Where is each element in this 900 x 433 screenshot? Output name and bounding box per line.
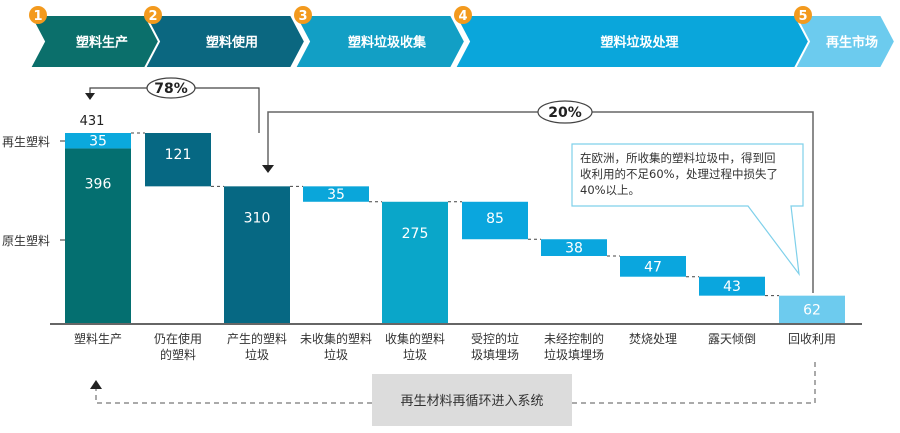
bar-segment	[382, 201, 448, 323]
category-label: 塑料生产	[74, 331, 122, 346]
bar-value-label: 47	[644, 259, 662, 275]
category-label: 垃圾	[403, 347, 427, 362]
stage-number-badge	[144, 6, 162, 24]
stage-4: 4 塑料垃圾处理	[453, 6, 812, 69]
bar-segment	[779, 295, 845, 323]
callout-line-1: 在欧洲，所收集的塑料垃圾中，得到回	[580, 151, 776, 165]
bar-segment	[620, 255, 686, 277]
recycle-loop: 再生材料再循环进入系统	[90, 360, 816, 426]
loop-20-pct: 20%	[548, 105, 582, 121]
stage-5: 5 再生市场	[793, 6, 897, 69]
stage-chevron	[793, 14, 897, 69]
bar-8: 47	[620, 255, 699, 278]
bar-value-label: 85	[486, 211, 504, 227]
bar-segment	[65, 148, 131, 323]
loop-20: 20%	[262, 100, 814, 293]
stage-label: 塑料垃圾收集	[348, 35, 427, 51]
bars: 396 35 121 310 35 275 85 38 47 43 62	[65, 132, 845, 323]
category-labels: 塑料生产 仍在使用的塑料产生的塑料垃圾未收集的塑料垃圾收集的塑料垃圾受控的垃圾填埋…	[74, 331, 836, 362]
category-label: 收集的塑料	[385, 331, 445, 346]
bar-value-label: 38	[565, 241, 583, 257]
stage-number: 2	[148, 9, 157, 24]
arrow-down-icon	[262, 165, 274, 173]
bar-9: 43	[699, 276, 779, 297]
stage-label: 再生市场	[826, 35, 878, 51]
axis-label-recycled: 再生塑料	[2, 134, 50, 149]
total-label: 431	[80, 114, 105, 129]
arrow-down-icon	[85, 93, 95, 100]
bar-10: 62	[779, 295, 845, 323]
stage-chevron	[143, 14, 307, 69]
bar-value-label: 121	[165, 147, 192, 163]
stage-3: 3 塑料垃圾收集	[293, 6, 467, 69]
bar-segment	[145, 133, 211, 187]
bar-7: 38	[541, 239, 620, 257]
process-stages: 1 塑料生产 2 塑料使用 3 塑料垃圾收集 4 塑料垃圾处理 5 再生市场	[28, 6, 897, 69]
category-label: 受控的垃	[471, 331, 519, 346]
category-label: 的塑料	[160, 347, 196, 362]
stage-2: 2 塑料使用	[143, 6, 307, 69]
stage-number: 3	[298, 9, 307, 24]
callout-line-3: 40%以上。	[580, 183, 640, 197]
stage-1: 1 塑料生产	[28, 6, 162, 69]
callout-line-2: 收利用的不足60%，处理过程中损失了	[580, 167, 778, 181]
stage-number: 5	[798, 9, 807, 24]
bar-1: 396 35	[65, 132, 145, 323]
loop-78-pct: 78%	[154, 81, 188, 97]
stage-number-badge	[454, 6, 472, 24]
bar-value-label: 396	[85, 176, 112, 192]
callout-bubble	[571, 143, 804, 277]
stage-number: 1	[33, 9, 42, 24]
bar-3: 310	[224, 185, 303, 323]
category-label: 焚烧处理	[629, 332, 677, 346]
category-label: 垃圾	[245, 347, 269, 362]
bar-2: 121	[145, 133, 224, 187]
recycle-box-label: 再生材料再循环进入系统	[400, 394, 543, 409]
category-label: 回收利用	[788, 332, 836, 346]
stage-number-badge	[294, 6, 312, 24]
stage-label: 塑料使用	[206, 35, 258, 51]
bar-5: 275	[382, 201, 462, 323]
stage-number-badge	[29, 6, 47, 24]
recycle-dashed-left	[95, 388, 372, 404]
stage-chevron	[293, 14, 467, 69]
bar-segment	[224, 186, 290, 323]
bar-6: 85	[462, 201, 541, 240]
stage-label: 塑料垃圾处理	[600, 35, 678, 51]
recycle-dashed-right	[572, 360, 816, 404]
bar-value-label: 275	[402, 226, 429, 242]
category-label: 露天倾倒	[708, 332, 756, 346]
category-label: 未经控制的	[544, 331, 604, 346]
bar-segment	[303, 186, 369, 202]
recycle-box	[372, 374, 572, 426]
category-label: 垃圾填埋场	[544, 347, 604, 362]
loop-78: 78%	[85, 77, 260, 133]
bar-segment	[462, 201, 528, 240]
category-label: 垃圾	[324, 347, 348, 362]
category-label: 仍在使用	[154, 331, 202, 346]
stage-number-badge	[794, 6, 812, 24]
bar-value-label: 310	[244, 210, 271, 226]
arrow-up-icon	[90, 380, 102, 389]
loop-78-badge	[146, 77, 196, 99]
axis-label-virgin: 原生塑料	[2, 233, 50, 248]
bar-value-label: 43	[723, 279, 741, 295]
bar-4: 35	[303, 186, 382, 203]
bar-segment	[699, 276, 765, 296]
bar-value-label: 35	[327, 187, 345, 203]
stage-label: 塑料生产	[76, 35, 128, 51]
category-label: 产生的塑料	[227, 331, 287, 346]
loop-20-badge	[537, 100, 593, 124]
bar-value-label: 35	[89, 134, 107, 150]
category-label: 未收集的塑料	[300, 331, 372, 346]
stage-number: 4	[458, 9, 467, 24]
bar-segment	[541, 239, 607, 256]
bar-segment	[65, 133, 131, 149]
callout: 在欧洲，所收集的塑料垃圾中，得到回 收利用的不足60%，处理过程中损失了 40%…	[571, 143, 804, 277]
category-label: 圾填埋场	[471, 348, 519, 362]
bar-value-label: 62	[803, 302, 821, 318]
